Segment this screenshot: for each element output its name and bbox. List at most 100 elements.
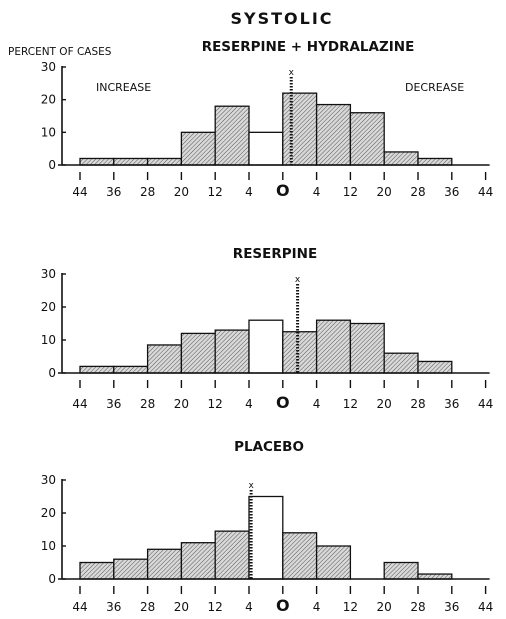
x-tick-label: 20 [174, 397, 189, 411]
histogram-bar [315, 319, 352, 374]
y-tick-label: 0 [48, 366, 56, 380]
panel-title: RESERPINE + HYDRALAZINE [202, 39, 415, 55]
histogram-bar [349, 112, 385, 166]
x-tick-label: 4 [245, 600, 253, 614]
histogram-bar [383, 151, 419, 166]
x-tick-label: 4 [313, 600, 321, 614]
x-tick-label: 12 [343, 600, 358, 614]
y-tick-label: 30 [41, 473, 56, 487]
mean-marker: x [295, 275, 301, 373]
decrease-annotation: DECREASE [405, 81, 464, 94]
x-tick-label: 4 [313, 185, 321, 199]
x-axis: 44 36 28 20 12 4 O 4 12 20 28 36 44 [58, 164, 493, 200]
x-tick-label: 20 [377, 397, 392, 411]
x-tick-label: 4 [245, 397, 253, 411]
histogram-bar [248, 131, 284, 166]
x-tick-label: 36 [444, 397, 459, 411]
histogram-bar [349, 322, 385, 374]
histogram-bar [180, 131, 216, 166]
histogram-bar [79, 157, 115, 166]
histogram-bar [113, 558, 149, 580]
x-axis: 44 36 28 20 12 4 O 4 12 20 28 36 44 [58, 372, 493, 412]
increase-annotation: INCREASE [96, 81, 151, 94]
x-tick-label: 36 [106, 600, 121, 614]
x-tick-label: 36 [106, 185, 121, 199]
x-tick-label: 28 [140, 185, 155, 199]
histogram-bar [113, 157, 149, 166]
y-tick-label: 0 [48, 158, 56, 172]
bars [79, 495, 453, 580]
main-title: SYSTOLIC [230, 9, 333, 28]
histogram-bar [180, 332, 216, 374]
x-tick-label: 12 [343, 185, 358, 199]
y-tick-label: 30 [41, 60, 56, 74]
y-tick-label: 10 [41, 125, 56, 139]
x-tick-label: 12 [343, 397, 358, 411]
histogram-bar [146, 344, 183, 374]
x-tick-label: 44 [478, 185, 493, 199]
histogram-bar [383, 352, 419, 374]
histogram-bar [214, 329, 250, 374]
x-tick-label: 36 [444, 600, 459, 614]
x-tick-label: 44 [478, 600, 493, 614]
x-tick-label: 28 [410, 185, 425, 199]
x-tick-label: 20 [174, 600, 189, 614]
histogram-bar [282, 92, 318, 166]
y-tick-label: 20 [41, 93, 56, 107]
mean-x-label: x [248, 481, 254, 491]
x-tick-label: 44 [72, 397, 87, 411]
y-tick-label: 10 [41, 333, 56, 347]
x-tick-label: O [276, 393, 290, 412]
y-axis: 0 10 20 30 [41, 267, 66, 380]
panel-placebo: PLACEBO 0 10 20 30 44 36 28 20 12 4 O 4 12 20 28 36 44 … [41, 439, 494, 615]
histogram-bar [146, 548, 183, 580]
mean-x-label: x [289, 68, 295, 78]
histogram-bar [417, 157, 453, 166]
histogram-bar [282, 331, 318, 374]
histogram-bar [113, 365, 149, 374]
x-tick-label: 20 [174, 185, 189, 199]
histogram-bar [282, 532, 318, 580]
x-tick-label: O [276, 181, 290, 200]
x-tick-label: 28 [140, 600, 155, 614]
x-tick-label: 4 [245, 185, 253, 199]
x-tick-label: 20 [377, 600, 392, 614]
x-axis: 44 36 28 20 12 4 O 4 12 20 28 36 44 [58, 578, 493, 615]
histogram-bar [214, 530, 250, 580]
histogram-bar [214, 105, 250, 166]
panel-title: PLACEBO [234, 439, 304, 455]
histogram-bar [79, 365, 115, 374]
bars [79, 319, 453, 374]
y-tick-label: 0 [48, 572, 56, 586]
x-tick-label: 4 [313, 397, 321, 411]
x-tick-label: 12 [208, 600, 223, 614]
mean-x-label: x [295, 275, 301, 285]
histogram-bar [383, 561, 419, 580]
histogram-bar [146, 157, 183, 166]
x-tick-label: 36 [106, 397, 121, 411]
y-tick-label: 30 [41, 267, 56, 281]
mean-marker: x [248, 481, 254, 579]
x-tick-label: 36 [444, 185, 459, 199]
x-tick-label: O [276, 596, 290, 615]
y-tick-label: 20 [41, 506, 56, 520]
x-tick-label: 20 [377, 185, 392, 199]
histogram-bar [180, 542, 216, 580]
x-tick-label: 28 [410, 397, 425, 411]
y-axis-label: PERCENT OF CASES [8, 46, 112, 58]
x-tick-label: 44 [478, 397, 493, 411]
histogram-bar [79, 561, 115, 580]
y-tick-label: 10 [41, 539, 56, 553]
histogram-bar [248, 495, 284, 580]
panel-title: RESERPINE [233, 246, 317, 262]
histogram-bar [315, 103, 352, 166]
histogram-bar [417, 360, 453, 374]
x-tick-label: 28 [140, 397, 155, 411]
y-axis: 0 10 20 30 [41, 60, 66, 172]
y-axis: 0 10 20 30 [41, 473, 66, 586]
bars [79, 92, 453, 166]
x-tick-label: 12 [208, 185, 223, 199]
mean-marker: x [289, 68, 295, 165]
